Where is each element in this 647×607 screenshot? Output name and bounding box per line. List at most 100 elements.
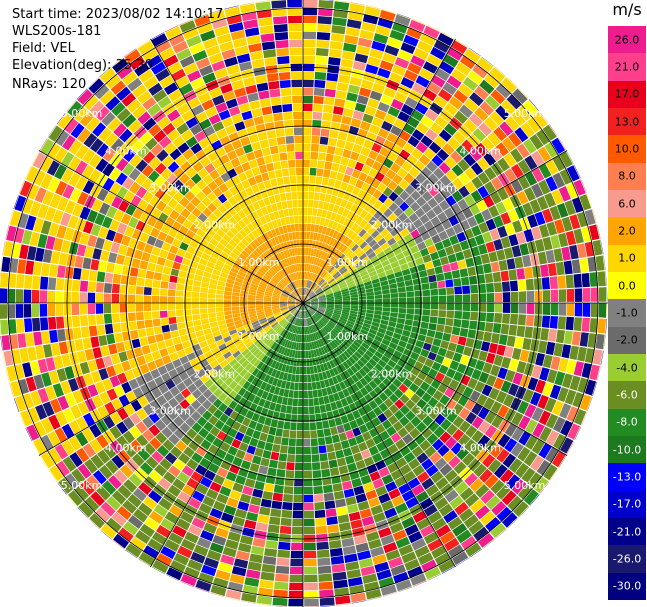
velocity-gate	[296, 438, 303, 447]
velocity-gate	[279, 305, 288, 308]
velocity-gate	[180, 160, 192, 173]
velocity-gate	[111, 283, 120, 294]
velocity-gate	[410, 393, 421, 404]
velocity-gate	[57, 395, 70, 411]
velocity-gate	[186, 35, 202, 48]
velocity-gate	[403, 363, 414, 372]
velocity-gate	[527, 472, 542, 488]
velocity-gate	[379, 276, 388, 282]
velocity-gate	[87, 292, 96, 303]
velocity-gate	[530, 391, 542, 406]
velocity-gate	[238, 424, 248, 434]
velocity-gate	[351, 328, 360, 335]
velocity-gate	[146, 235, 157, 246]
azimuth-spoke	[38, 302, 304, 456]
velocity-gate	[294, 264, 298, 272]
velocity-gate	[322, 284, 330, 290]
velocity-gate	[428, 141, 442, 154]
velocity-gate	[337, 335, 345, 342]
velocity-gate	[232, 203, 242, 213]
velocity-gate	[292, 281, 297, 289]
velocity-gate	[312, 274, 318, 282]
velocity-gate	[390, 368, 400, 378]
velocity-gate	[54, 444, 69, 460]
velocity-gate	[448, 544, 464, 559]
velocity-gate	[141, 345, 151, 355]
velocity-gate	[430, 295, 439, 303]
velocity-gate	[298, 223, 303, 232]
velocity-gate	[365, 588, 382, 600]
velocity-gate	[419, 327, 428, 336]
velocity-gate	[280, 297, 288, 300]
velocity-gate	[31, 151, 40, 165]
velocity-gate	[203, 557, 219, 569]
velocity-gate	[94, 84, 110, 100]
velocity-gate	[180, 538, 196, 551]
velocity-gate	[399, 404, 411, 416]
velocity-gate	[247, 305, 256, 309]
colorbar-tick-label: 13.0	[614, 115, 640, 129]
velocity-gate	[211, 60, 226, 72]
velocity-gate	[326, 296, 334, 300]
velocity-gate	[264, 295, 272, 298]
velocity-gate	[273, 334, 280, 342]
velocity-gate	[342, 298, 351, 301]
velocity-gate	[303, 287, 306, 296]
velocity-gate	[284, 233, 290, 242]
velocity-gate	[7, 304, 16, 319]
velocity-gate	[323, 262, 329, 270]
velocity-gate	[346, 133, 357, 143]
velocity-gate	[488, 342, 498, 354]
velocity-gate	[264, 326, 272, 333]
velocity-gate	[338, 253, 346, 262]
velocity-gate	[399, 445, 411, 457]
velocity-gate	[244, 577, 260, 587]
velocity-gate	[303, 301, 311, 303]
velocity-gate	[538, 410, 551, 426]
velocity-gate	[420, 321, 429, 329]
velocity-gate	[261, 354, 269, 363]
velocity-gate	[108, 252, 118, 264]
velocity-gate	[327, 301, 335, 303]
velocity-gate	[496, 485, 511, 500]
velocity-gate	[207, 132, 219, 144]
velocity-gate	[359, 253, 367, 261]
velocity-gate	[27, 183, 40, 200]
velocity-gate	[192, 363, 203, 373]
velocity-gate	[284, 216, 291, 225]
velocity-gate	[210, 223, 220, 233]
velocity-gate	[415, 421, 427, 433]
velocity-gate	[97, 449, 111, 464]
velocity-gate	[549, 468, 559, 481]
velocity-gate	[427, 197, 438, 209]
velocity-gate	[427, 511, 443, 524]
velocity-gate	[96, 485, 111, 501]
velocity-gate	[358, 332, 367, 339]
velocity-gate	[219, 441, 231, 453]
velocity-gate	[248, 288, 257, 293]
velocity-gate	[105, 459, 119, 474]
velocity-gate	[412, 510, 427, 523]
velocity-gate	[169, 209, 180, 221]
velocity-gate	[439, 431, 452, 444]
velocity-gate	[207, 180, 218, 192]
velocity-gate	[444, 102, 458, 116]
velocity-gate	[279, 80, 291, 89]
velocity-gate	[365, 263, 374, 271]
velocity-gate	[303, 494, 314, 503]
velocity-gate	[288, 257, 293, 265]
velocity-gate	[399, 394, 410, 404]
velocity-gate	[386, 223, 396, 233]
velocity-gate	[368, 538, 382, 550]
colorbar-segment: 13.0	[608, 107, 646, 136]
velocity-gate	[94, 213, 106, 226]
velocity-gate	[368, 124, 381, 135]
range-ring-label: 4.00km	[105, 144, 147, 157]
velocity-gate	[303, 7, 318, 16]
velocity-gate	[388, 383, 398, 393]
velocity-gate	[342, 258, 350, 266]
velocity-gate	[511, 110, 526, 126]
velocity-gate	[307, 290, 313, 297]
velocity-gate	[95, 303, 104, 314]
velocity-gate	[194, 130, 207, 142]
